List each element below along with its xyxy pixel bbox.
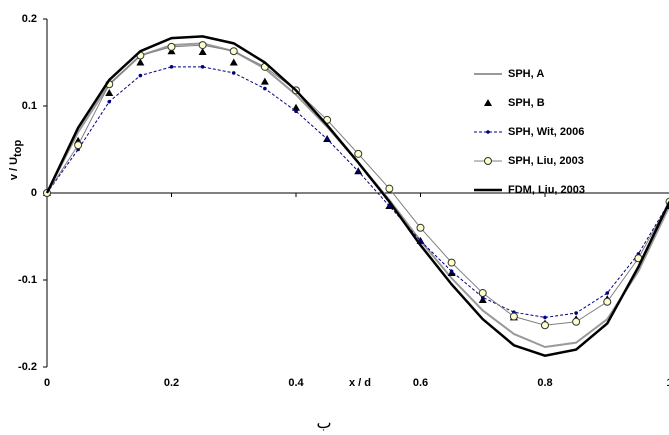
x-tick-label: 0.2 (164, 377, 179, 389)
y-tick-label: 0 (31, 187, 37, 199)
marker (418, 239, 423, 243)
marker (231, 71, 236, 75)
marker (478, 289, 487, 298)
marker (605, 291, 610, 295)
marker (107, 99, 112, 104)
marker (574, 311, 578, 315)
x-axis-label: x / d (349, 377, 371, 389)
marker (260, 77, 269, 85)
y-tick-label: 0.1 (22, 100, 37, 112)
marker (198, 41, 207, 50)
marker (105, 88, 114, 96)
marker (138, 73, 143, 78)
x-tick-label: 0.4 (288, 377, 304, 389)
marker (416, 223, 425, 232)
series-line (45, 35, 669, 357)
y-tick-label: 0.2 (22, 13, 37, 25)
marker (478, 296, 487, 304)
x-tick-label: 0 (44, 377, 50, 389)
marker (294, 109, 298, 114)
legend-label: SPH, Liu, 2003 (508, 155, 584, 167)
y-tick-label: -0.1 (18, 274, 37, 286)
marker (229, 58, 238, 66)
y-axis-label-sub: top (12, 140, 24, 157)
marker (541, 321, 549, 330)
marker (543, 315, 547, 320)
caption: ب (316, 415, 331, 432)
x-tick-label: 0.8 (537, 377, 552, 389)
marker (263, 86, 267, 91)
y-tick-label: -0.2 (18, 361, 37, 373)
marker (572, 317, 581, 326)
y-axis-label-main: v / U (8, 157, 20, 180)
marker (486, 130, 490, 134)
marker (74, 141, 83, 150)
marker (449, 269, 454, 274)
marker (229, 47, 238, 56)
legend-label: SPH, B (508, 97, 545, 109)
marker (136, 58, 145, 66)
legend-label: SPH, Wit, 2006 (508, 126, 584, 138)
marker (484, 99, 492, 106)
y-axis-label: v / Utop (8, 140, 24, 181)
legend-label: FDM, Liu, 2003 (508, 184, 585, 196)
marker (385, 184, 394, 193)
marker (325, 137, 329, 141)
marker (167, 42, 176, 51)
marker (292, 103, 300, 111)
marker (198, 48, 207, 56)
marker (169, 65, 174, 69)
marker (509, 312, 518, 321)
x-tick-label: 0.6 (413, 377, 428, 389)
marker (484, 157, 492, 165)
marker (356, 169, 361, 174)
legend-label: SPH, A (508, 68, 544, 80)
x-tick-label: 1 (666, 377, 669, 389)
marker (447, 258, 456, 267)
marker (200, 65, 205, 69)
marker (387, 204, 392, 208)
marker (354, 149, 363, 158)
marker (603, 297, 612, 306)
